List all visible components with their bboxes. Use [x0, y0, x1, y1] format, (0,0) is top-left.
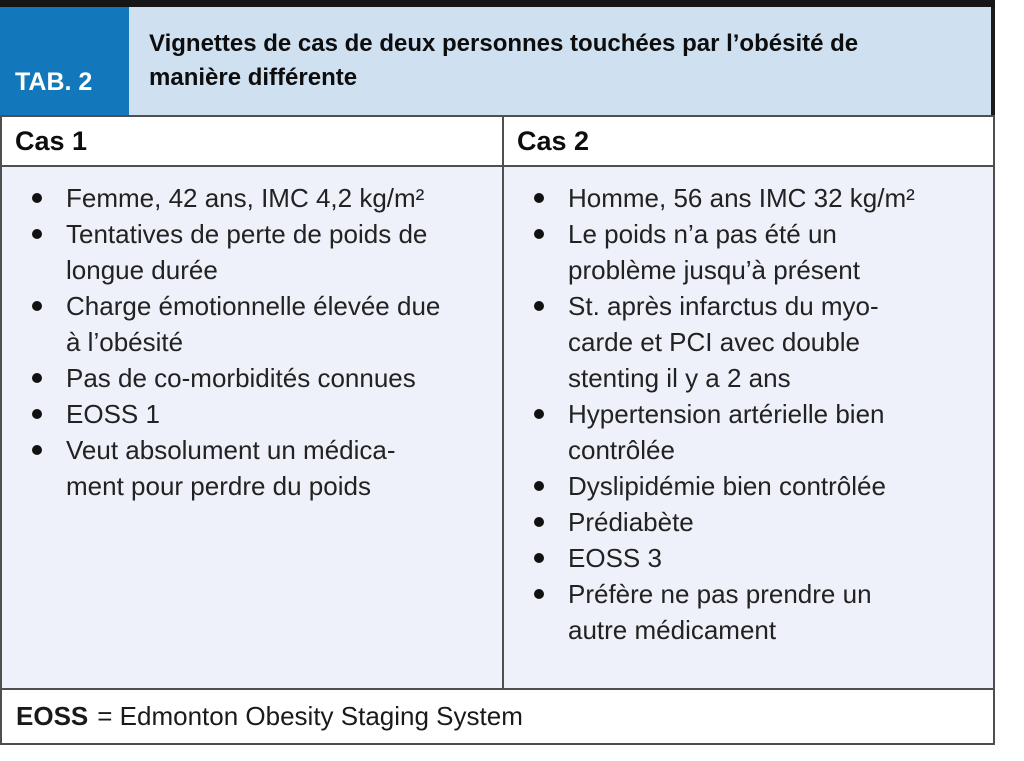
bullet-icon [32, 193, 42, 203]
table-header-band: TAB. 2 Vignettes de cas de deux personne… [0, 7, 995, 115]
list-item: Prédiabète [504, 504, 993, 540]
footnote-abbreviation: EOSS [16, 701, 89, 731]
table-title: Vignettes de cas de deux personnes touch… [149, 30, 859, 91]
list-item: EOSS 1 [2, 396, 502, 432]
bullet-icon [534, 409, 544, 419]
list-item: Homme, 56 ans IMC 32 kg/m² [504, 180, 993, 216]
column-header-cas-2: Cas 2 [504, 117, 993, 165]
table-title-band: Vignettes de cas de deux personnes touch… [129, 7, 991, 115]
bullet-icon [32, 409, 42, 419]
list-item: EOSS 3 [504, 540, 993, 576]
table-number-label: TAB. 2 [15, 68, 93, 96]
list-item: Femme, 42 ans, IMC 4,2 kg/m² [2, 180, 502, 216]
list-item: St. après infarctus du myo- carde et PCI… [504, 288, 993, 396]
list-item: Veut absolument un médica- ment pour per… [2, 432, 502, 504]
list-item: Dyslipidémie bien contrôlée [504, 468, 993, 504]
bullet-icon [32, 373, 42, 383]
column-header-row: Cas 1 Cas 2 [2, 117, 993, 167]
bullet-icon [534, 229, 544, 239]
bullet-icon [534, 553, 544, 563]
cas-2-bullet-list: Homme, 56 ans IMC 32 kg/m² Le poids n’a … [504, 180, 993, 648]
footnote-definition: = Edmonton Obesity Staging System [97, 701, 523, 731]
column-header-cas-1-label: Cas 1 [15, 125, 88, 156]
case-vignettes-table: TAB. 2 Vignettes de cas de deux personne… [0, 0, 995, 745]
bullet-icon [32, 229, 42, 239]
cas-2-cell: Homme, 56 ans IMC 32 kg/m² Le poids n’a … [504, 167, 993, 688]
table-body-row: Femme, 42 ans, IMC 4,2 kg/m² Tentatives … [2, 167, 993, 690]
list-item: Tentatives de perte de poids de longue d… [2, 216, 502, 288]
top-accent-bar [0, 0, 995, 7]
list-item: Le poids n’a pas été un problème jusqu’à… [504, 216, 993, 288]
bullet-icon [534, 481, 544, 491]
list-item: Pas de co-morbidités connues [2, 360, 502, 396]
bullet-icon [534, 193, 544, 203]
bullet-icon [534, 589, 544, 599]
bullet-icon [534, 517, 544, 527]
bullet-icon [534, 301, 544, 311]
bullet-icon [32, 445, 42, 455]
list-item: Hypertension artérielle bien contrôlée [504, 396, 993, 468]
list-item: Préfère ne pas prendre un autre médicame… [504, 576, 993, 648]
list-item: Charge émotionnelle élevée due à l’obési… [2, 288, 502, 360]
column-header-cas-1: Cas 1 [2, 117, 504, 165]
bullet-icon [32, 301, 42, 311]
cas-1-cell: Femme, 42 ans, IMC 4,2 kg/m² Tentatives … [2, 167, 504, 688]
table-number-badge: TAB. 2 [0, 7, 129, 115]
table-grid: Cas 1 Cas 2 Femme, 42 ans, IMC 4,2 kg/m²… [0, 115, 995, 745]
column-header-cas-2-label: Cas 2 [517, 125, 590, 156]
footnote-row: EOSS = Edmonton Obesity Staging System [2, 690, 993, 743]
cas-1-bullet-list: Femme, 42 ans, IMC 4,2 kg/m² Tentatives … [2, 180, 502, 504]
